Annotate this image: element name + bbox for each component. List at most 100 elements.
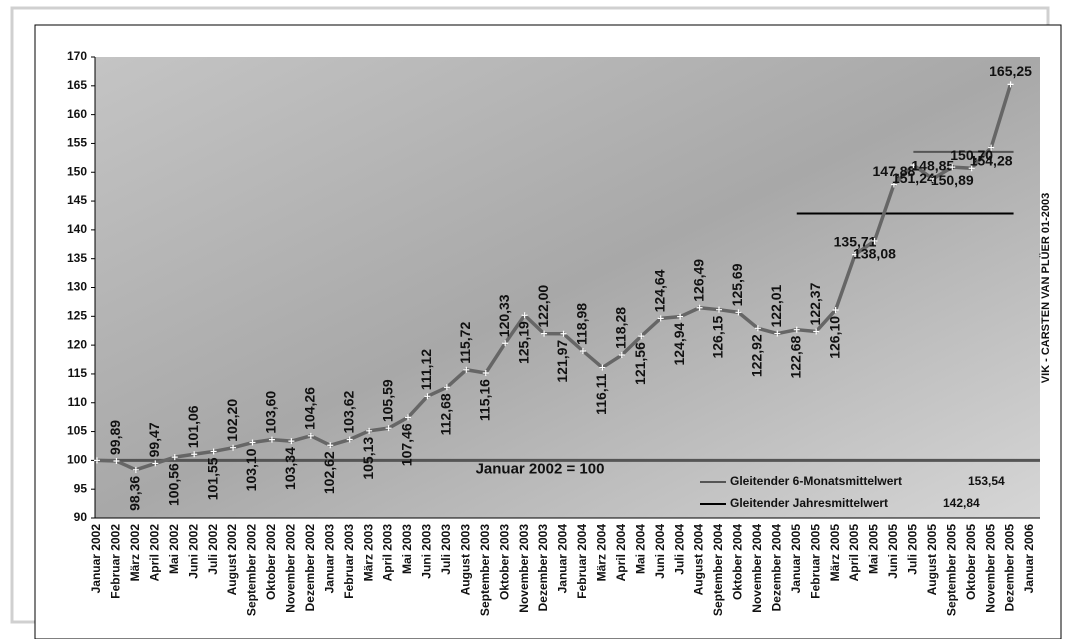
x-tick-label: Oktober 2002 [264,524,278,600]
data-label: 107,46 [399,423,415,466]
point-marker [327,442,334,449]
data-label: 99,47 [146,422,162,457]
x-tick-label: Februar 2003 [342,524,356,599]
data-label: 148,85 [911,158,954,174]
y-tick-label: 120 [67,337,87,351]
point-marker [132,466,139,473]
point-marker [268,436,275,443]
y-tick-label: 145 [67,193,87,207]
y-tick-label: 150 [67,164,87,178]
data-label: 105,13 [360,437,376,480]
data-label: 98,36 [127,476,143,511]
y-tick-label: 140 [67,222,87,236]
data-label: 102,20 [224,399,240,442]
x-tick-label: Oktober 2004 [731,524,745,600]
data-label: 122,01 [768,285,784,328]
data-label: 115,16 [476,379,492,421]
point-marker [638,333,645,340]
x-tick-label: November 2004 [750,524,764,613]
point-marker [696,304,703,311]
data-label: 150,89 [931,172,974,188]
x-tick-label: April 2004 [614,524,628,582]
data-label: 126,49 [690,259,706,302]
point-marker [910,162,917,169]
point-marker [716,306,722,313]
data-label: 122,68 [787,335,803,378]
point-marker [968,165,975,172]
data-label: 118,28 [613,307,629,349]
data-label: 102,62 [321,451,337,494]
x-tick-label: März 2005 [828,524,842,582]
data-label: 116,11 [593,373,609,414]
x-tick-label: Juli 2002 [206,524,220,575]
x-tick-label: Mai 2005 [867,524,881,574]
x-tick-label: September 2003 [478,524,492,616]
point-marker [405,414,411,421]
y-tick-label: 135 [67,251,87,265]
x-tick-label: Juni 2002 [186,524,200,579]
data-label: 99,89 [107,420,123,455]
x-tick-label: März 2002 [128,524,142,582]
legend-label: Gleitender 6-Monatsmittelwert [730,474,902,488]
point-marker [599,364,606,371]
point-marker [852,251,859,258]
point-marker [230,444,237,451]
x-tick-label: Januar 2006 [1022,524,1036,594]
point-marker [832,306,839,313]
point-marker [890,181,897,188]
data-label: 165,25 [989,63,1032,79]
source: VIK - CARSTEN VAN PLÜER 01-2003 [1039,193,1052,384]
x-tick-label: Juli 2004 [672,524,686,575]
point-marker [541,330,548,337]
point-marker [735,309,742,316]
x-tick-label: Oktober 2003 [497,524,511,600]
data-label: 120,33 [496,294,512,337]
data-label: 104,26 [302,387,318,430]
data-label: 112,68 [438,393,454,435]
x-tick-label: August 2005 [925,524,939,596]
point-marker [929,175,936,182]
data-label: 111,12 [418,349,434,390]
legend-label: Gleitender Jahresmittelwert [730,496,888,510]
x-tick-label: Dezember 2002 [303,524,317,612]
y-tick-label: 160 [67,107,87,121]
data-label: 122,37 [807,282,823,325]
y-tick-label: 125 [67,308,87,322]
x-tick-label: November 2005 [983,524,997,613]
data-label: 124,64 [651,269,667,312]
x-tick-label: Januar 2005 [789,524,803,594]
data-label: 138,08 [853,246,896,262]
data-label: 103,62 [340,390,356,433]
point-marker [171,454,178,461]
data-label: 100,56 [165,463,181,506]
x-tick-label: Januar 2002 [89,524,103,594]
x-tick-label: September 2005 [944,524,958,616]
y-tick-label: 115 [68,366,88,380]
point-marker [443,384,450,391]
point-marker [677,313,684,320]
x-tick-label: Juli 2005 [906,524,920,575]
x-tick-label: Februar 2004 [575,524,589,599]
point-marker [249,439,256,446]
point-marker [463,366,470,373]
x-tick-label: Juni 2005 [886,524,900,579]
x-tick-label: Mai 2002 [167,524,181,574]
baseline-label: Januar 2002 = 100 [476,460,605,477]
y-tick-label: 155 [67,136,87,150]
data-label: 151,24 [892,170,935,186]
data-label: 150,70 [950,147,993,163]
data-label: 103,60 [263,391,279,434]
x-tick-label: Dezember 2005 [1003,524,1017,612]
x-tick-label: März 2004 [595,524,609,582]
data-label: 103,34 [282,447,298,490]
data-line [96,83,1013,472]
x-tick-label: Dezember 2004 [769,524,783,612]
point-marker [424,393,431,400]
x-tick-label: Januar 2003 [322,524,336,594]
point-marker [813,328,820,335]
legend-value: 142,84 [943,496,980,510]
data-label: 147,88 [873,163,916,179]
point-marker [113,458,120,465]
x-tick-label: Februar 2005 [808,524,822,599]
